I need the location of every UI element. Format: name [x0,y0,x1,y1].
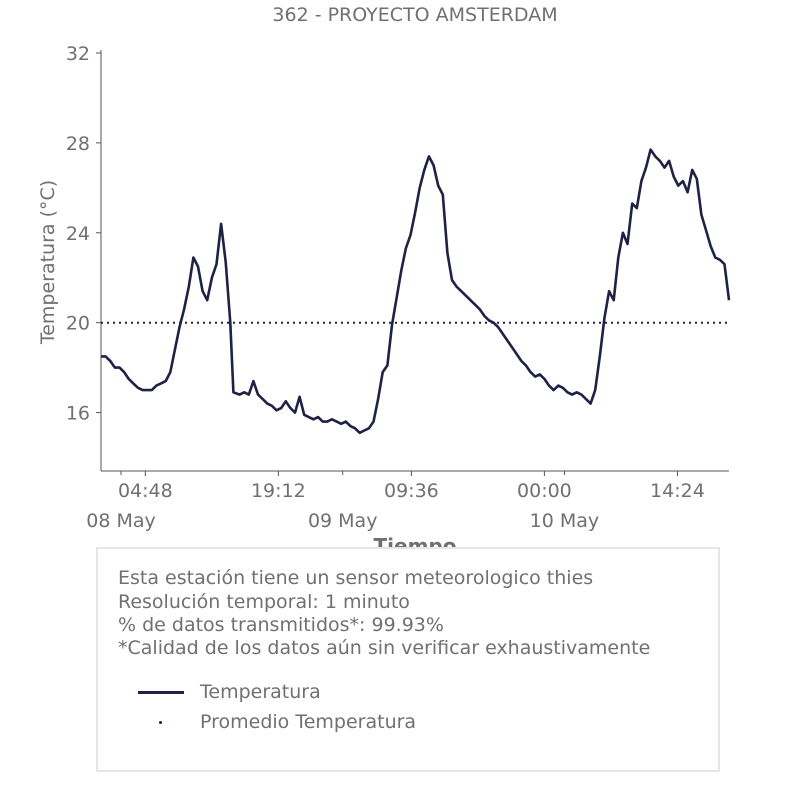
x-tick-label: 00:00 [517,480,572,502]
x-date-label: 08 May [86,510,156,532]
y-tick-label: 24 [66,223,90,245]
y-tick-label: 32 [66,43,90,65]
y-tick-label: 28 [66,133,90,155]
info-legend-box: Esta estación tiene un sensor meteorolog… [96,547,720,772]
transmitted-note: % de datos transmitidos*: 99.93% [118,614,444,636]
x-tick-label: 09:36 [384,480,439,502]
x-tick-label: 14:24 [650,480,705,502]
quality-note: *Calidad de los datos aún sin verificar … [118,637,651,659]
x-date-label: 10 May [530,510,600,532]
x-tick-label: 04:48 [118,480,173,502]
station-note: Esta estación tiene un sensor meteorolog… [118,567,594,589]
y-axis-label: Temperatura (°C) [37,180,59,345]
resolution-note: Resolución temporal: 1 minuto [118,591,410,613]
y-tick-label: 20 [66,313,90,335]
x-date-label: 09 May [308,510,378,532]
legend-item-temperatura: Temperatura [138,680,698,704]
legend-label: Temperatura [200,681,321,703]
chart-title: 362 - PROYECTO AMSTERDAM [272,4,557,26]
y-tick-label: 16 [66,403,90,425]
legend-label: Promedio Temperatura [200,711,417,733]
dot-swatch-icon [159,721,162,724]
legend-item-promedio: Promedio Temperatura [138,710,698,734]
x-tick-label: 19:12 [251,480,306,502]
line-swatch-icon [138,691,184,694]
plot-area: 16 20 24 28 32 04:48 19:12 09:36 00:00 14:24 08 Ma… [66,43,731,532]
temperature-series-line [101,148,731,435]
